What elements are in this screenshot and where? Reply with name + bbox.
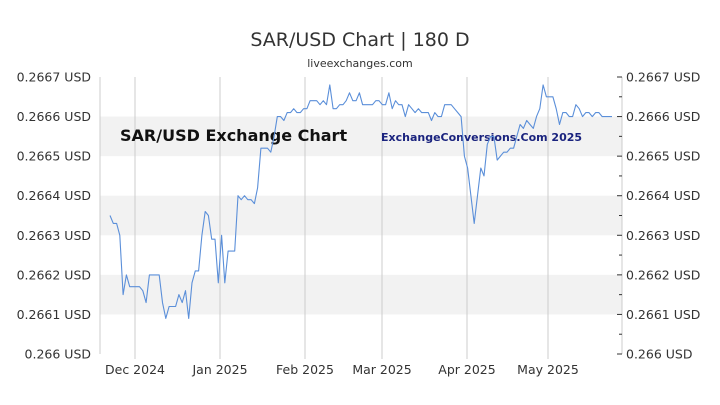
x-axis: Dec 2024 Jan 2025 Feb 2025 Mar 2025 Apr 2025… [105,362,579,377]
y-tick-label-left: 0.2663 USD [17,228,91,243]
vertical-gridlines [134,77,549,359]
series-group [109,84,612,319]
background-bands [100,116,622,315]
chart-subtitle: liveexchanges.com [307,57,412,70]
y-tick-label-right: 0.2661 USD [626,307,700,322]
x-tick-label: May 2025 [517,362,579,377]
background-band [100,195,622,236]
y-tick-label-right: 0.266 USD [626,347,692,362]
chart-title: SAR/USD Chart | 180 D [250,29,469,51]
x-tick-label: Apr 2025 [438,362,495,377]
y-tick-label-left: 0.266 USD [25,347,91,362]
y-tick-label-left: 0.2667 USD [17,70,91,85]
series-line [109,84,612,319]
background-band [100,274,622,315]
y-tick-label-left: 0.2664 USD [17,188,91,203]
y-tick-label-left: 0.2666 USD [17,109,91,124]
overlay-chart-label: SAR/USD Exchange Chart [120,126,347,145]
y-tick-label-right: 0.2667 USD [626,70,700,85]
y-tick-label-left: 0.2665 USD [17,149,91,164]
y-axis-left: 0.2667 USD 0.2666 USD 0.2665 USD 0.2664 USD… [17,70,91,362]
y-tick-label-right: 0.2665 USD [626,149,700,164]
y-axis-right: 0.2667 USD 0.2666 USD 0.2665 USD 0.2664 USD… [617,70,700,362]
y-tick-label-right: 0.2666 USD [626,109,700,124]
x-tick-label: Mar 2025 [352,362,411,377]
x-tick-label: Jan 2025 [191,362,247,377]
x-tick-label: Feb 2025 [276,362,334,377]
y-tick-label-right: 0.2663 USD [626,228,700,243]
x-tick-label: Dec 2024 [105,362,165,377]
y-tick-label-right: 0.2662 USD [626,267,700,282]
y-tick-label-left: 0.2662 USD [17,267,91,282]
y-tick-label-left: 0.2661 USD [17,307,91,322]
overlay-credit: ExchangeConversions.Com 2025 [381,131,582,144]
y-tick-label-right: 0.2664 USD [626,188,700,203]
